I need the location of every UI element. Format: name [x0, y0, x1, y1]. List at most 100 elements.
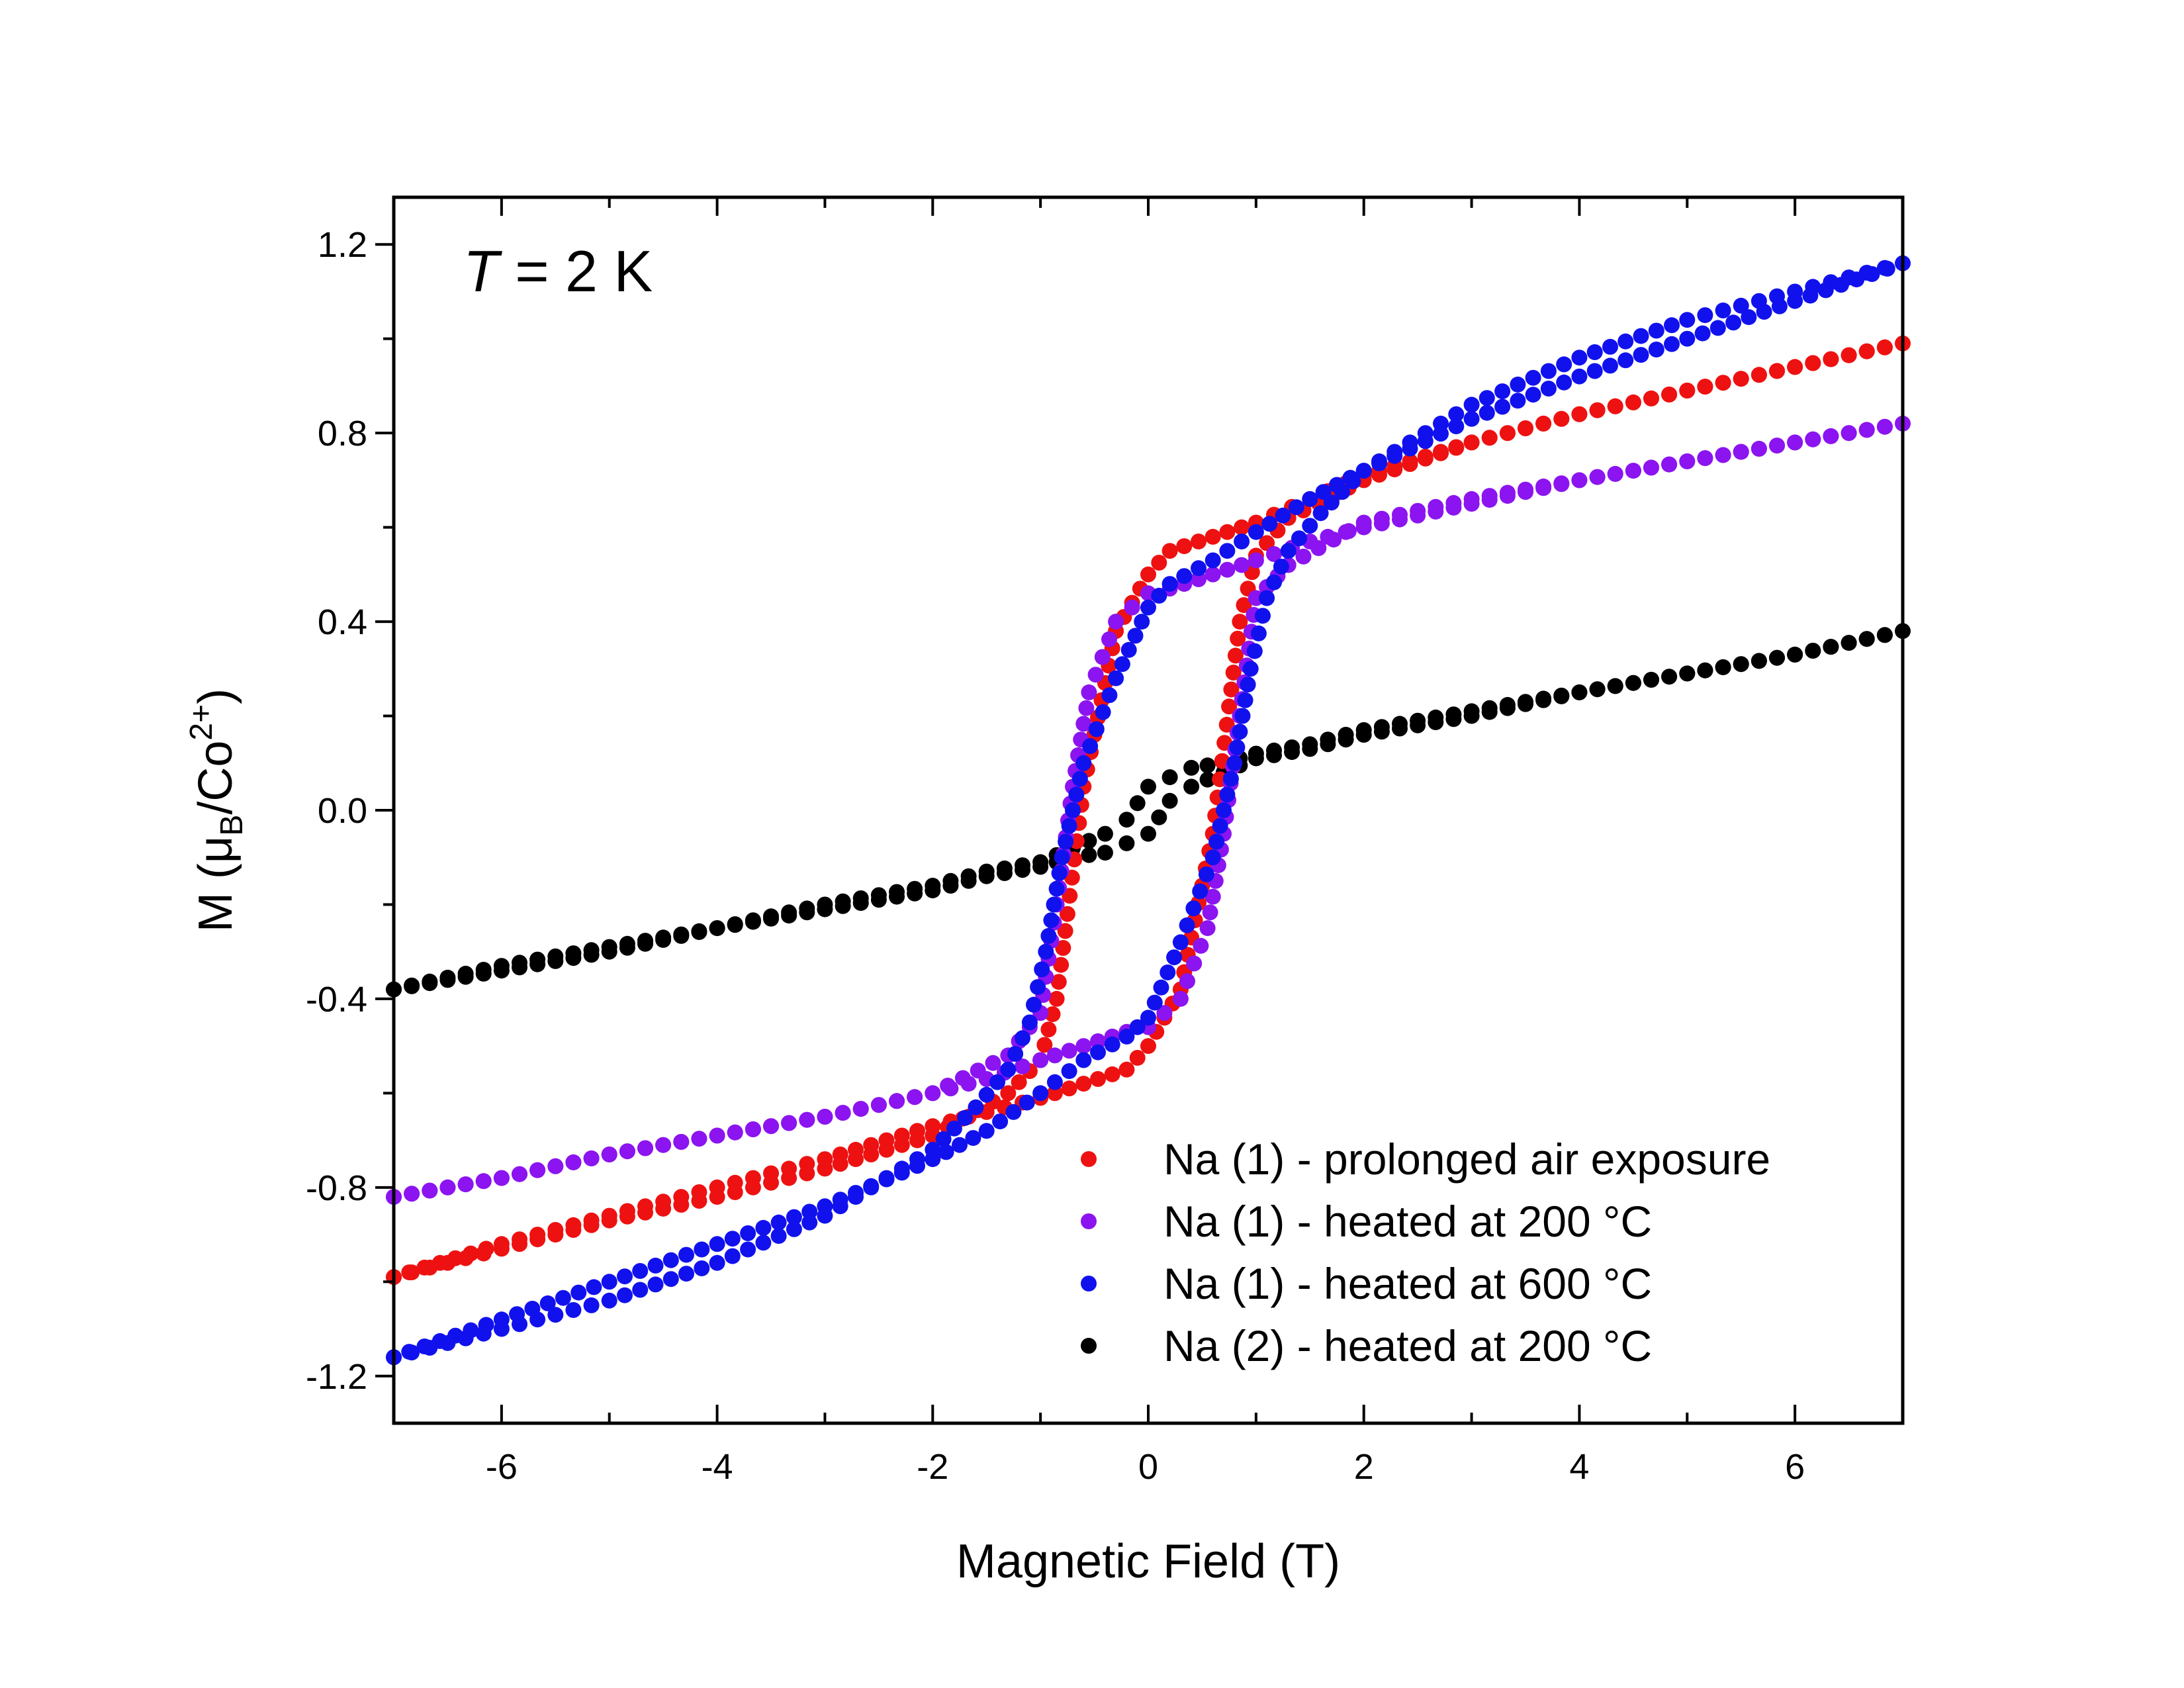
data-point: [799, 1111, 815, 1128]
data-point: [1075, 1076, 1092, 1092]
data-point: [1048, 880, 1065, 897]
data-point: [1061, 818, 1077, 834]
data-point: [1057, 923, 1073, 939]
data-point: [1499, 488, 1516, 504]
data-point: [1463, 397, 1480, 413]
data-point: [493, 958, 510, 974]
data-point: [925, 1085, 941, 1102]
data-point: [404, 1344, 420, 1361]
data-point: [1161, 792, 1178, 809]
data-point: [691, 1131, 707, 1147]
data-point: [1030, 979, 1046, 996]
data-point: [565, 945, 582, 962]
data-point: [1463, 434, 1480, 451]
data-point: [1120, 641, 1137, 658]
data-point: [1036, 1037, 1053, 1053]
data-point: [583, 942, 600, 959]
data-point: [1733, 656, 1749, 673]
data-point: [1108, 670, 1124, 686]
data-point: [1161, 543, 1178, 559]
data-point: [1118, 1061, 1135, 1078]
data-point: [1625, 675, 1641, 691]
data-point: [1075, 1038, 1092, 1055]
data-point: [1183, 759, 1200, 776]
data-point: [1192, 883, 1208, 900]
data-point: [1556, 374, 1572, 391]
series-points: [386, 623, 1911, 998]
data-point: [1373, 719, 1390, 735]
data-point: [1222, 771, 1239, 787]
data-point: [493, 1321, 510, 1337]
data-point: [1697, 307, 1713, 324]
data-point: [1417, 448, 1433, 465]
data-point: [583, 1297, 600, 1313]
data-point: [1494, 383, 1511, 400]
data-point: [1266, 742, 1282, 759]
data-point: [968, 1099, 984, 1115]
data-point: [1198, 866, 1214, 882]
data-point: [1199, 757, 1216, 774]
data-point: [1234, 708, 1251, 724]
data-point: [1205, 552, 1221, 569]
data-point: [1586, 363, 1603, 379]
data-point: [1234, 557, 1250, 573]
data-point: [1221, 698, 1238, 715]
data-point: [1129, 1050, 1146, 1066]
data-point: [422, 1182, 438, 1199]
data-point: [909, 1132, 925, 1149]
data-point: [1617, 333, 1634, 350]
data-point: [724, 1248, 741, 1264]
data-point: [1088, 721, 1105, 737]
data-point: [673, 926, 690, 943]
data-point: [1193, 937, 1209, 954]
data-point: [601, 1212, 617, 1229]
data-point: [547, 948, 564, 964]
data-point: [647, 1257, 664, 1274]
data-point: [1242, 661, 1259, 677]
data-point: [1751, 440, 1767, 457]
data-point: [889, 884, 905, 900]
data-point: [1226, 755, 1243, 771]
data-point: [1151, 555, 1167, 571]
data-point: [817, 1109, 833, 1125]
data-point: [1129, 795, 1146, 812]
data-point: [1166, 949, 1183, 966]
data-point: [475, 1325, 492, 1342]
data-point: [1140, 599, 1156, 616]
data-point: [740, 1225, 756, 1241]
data-point: [1320, 731, 1336, 748]
legend-label-heated-200: Na (1) - heated at 200 °C: [1163, 1197, 1652, 1246]
data-point: [770, 1214, 787, 1231]
y-tick-label: -0.8: [306, 1168, 367, 1208]
data-point: [565, 1154, 582, 1170]
data-point: [1097, 845, 1113, 861]
data-point: [893, 1137, 910, 1153]
data-point: [1151, 809, 1167, 825]
data-point: [512, 1236, 527, 1252]
data-point: [1715, 659, 1731, 675]
data-point: [1134, 614, 1150, 630]
data-point: [935, 1131, 952, 1147]
data-point: [1448, 439, 1465, 455]
data-point: [1095, 704, 1111, 720]
data-point: [1725, 314, 1742, 331]
data-point: [1114, 656, 1130, 673]
data-point: [1648, 342, 1664, 357]
data-point: [1161, 576, 1178, 592]
data-point: [1879, 260, 1895, 277]
data-point: [978, 1086, 995, 1103]
data-point: [1248, 552, 1264, 569]
data-point: [770, 1228, 787, 1244]
data-point: [404, 977, 420, 994]
data-point: [1034, 961, 1050, 978]
data-point: [1302, 736, 1318, 753]
data-point: [1661, 387, 1678, 402]
data-point: [1176, 568, 1193, 585]
data-point: [817, 1160, 833, 1177]
data-point: [1275, 507, 1291, 524]
data-point: [1355, 722, 1372, 738]
data-point: [1805, 643, 1821, 659]
data-point: [1392, 511, 1408, 528]
data-point: [1172, 934, 1189, 951]
